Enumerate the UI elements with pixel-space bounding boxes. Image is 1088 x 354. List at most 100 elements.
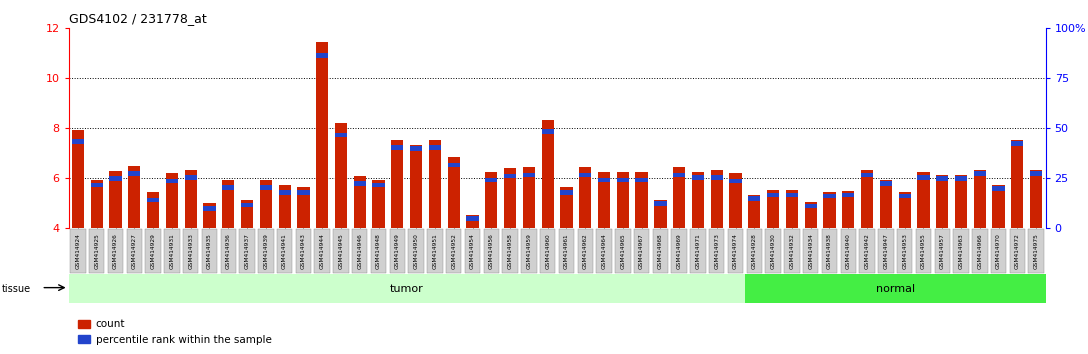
Bar — [936, 175, 949, 228]
Text: GSM414945: GSM414945 — [338, 233, 344, 269]
Text: GSM414958: GSM414958 — [508, 233, 512, 269]
FancyBboxPatch shape — [277, 229, 293, 273]
FancyBboxPatch shape — [353, 229, 368, 273]
Text: GSM414926: GSM414926 — [113, 234, 118, 269]
FancyBboxPatch shape — [221, 229, 236, 273]
Text: GSM414944: GSM414944 — [320, 233, 324, 269]
FancyBboxPatch shape — [239, 229, 255, 273]
Bar — [165, 179, 178, 183]
Bar — [899, 192, 911, 228]
Text: GSM414930: GSM414930 — [770, 233, 776, 269]
Bar — [317, 42, 329, 228]
Bar — [974, 170, 986, 228]
Bar — [824, 194, 836, 198]
Text: GSM414972: GSM414972 — [1015, 233, 1019, 269]
Bar — [729, 179, 742, 183]
Bar — [579, 173, 592, 177]
Text: GSM414970: GSM414970 — [997, 233, 1001, 269]
Text: GSM414975: GSM414975 — [1034, 233, 1039, 269]
Bar — [522, 167, 535, 228]
FancyBboxPatch shape — [146, 229, 161, 273]
Text: GSM414965: GSM414965 — [620, 234, 626, 269]
Bar — [654, 201, 667, 206]
Text: GSM414943: GSM414943 — [301, 233, 306, 269]
FancyBboxPatch shape — [935, 229, 950, 273]
Bar — [240, 202, 254, 207]
Bar — [805, 204, 817, 208]
Bar — [842, 191, 854, 228]
Text: GSM414952: GSM414952 — [452, 233, 456, 269]
FancyBboxPatch shape — [821, 229, 837, 273]
Bar — [240, 200, 254, 228]
FancyBboxPatch shape — [860, 229, 875, 273]
Text: GSM414961: GSM414961 — [564, 234, 569, 269]
Text: GSM414960: GSM414960 — [545, 234, 551, 269]
Bar — [992, 184, 1004, 228]
Text: GSM414956: GSM414956 — [489, 234, 494, 269]
Bar — [710, 170, 722, 228]
Bar — [617, 178, 629, 182]
Text: GSM414947: GSM414947 — [883, 233, 889, 269]
FancyBboxPatch shape — [766, 229, 781, 273]
Bar — [72, 139, 84, 144]
FancyBboxPatch shape — [333, 229, 348, 273]
FancyBboxPatch shape — [559, 229, 574, 273]
Text: GSM414962: GSM414962 — [583, 234, 588, 269]
Bar — [504, 169, 516, 228]
FancyBboxPatch shape — [972, 229, 988, 273]
Bar — [598, 172, 610, 228]
Text: GSM414950: GSM414950 — [413, 233, 419, 269]
Bar — [72, 130, 84, 228]
Bar — [392, 145, 404, 150]
Bar — [447, 157, 460, 228]
Bar — [673, 167, 685, 228]
FancyBboxPatch shape — [371, 229, 386, 273]
Bar — [372, 183, 385, 187]
Bar — [410, 146, 422, 151]
Bar — [110, 176, 122, 181]
Bar — [767, 193, 779, 197]
Bar — [880, 179, 892, 228]
FancyBboxPatch shape — [521, 229, 536, 273]
Text: GSM414967: GSM414967 — [639, 234, 644, 269]
Text: GSM414971: GSM414971 — [695, 234, 701, 269]
Text: GSM414942: GSM414942 — [865, 233, 869, 269]
Text: GSM414946: GSM414946 — [357, 234, 362, 269]
FancyBboxPatch shape — [916, 229, 931, 273]
FancyBboxPatch shape — [258, 229, 273, 273]
Text: GSM414955: GSM414955 — [920, 233, 926, 269]
Bar — [824, 192, 836, 228]
FancyBboxPatch shape — [671, 229, 687, 273]
Bar — [90, 183, 103, 187]
Bar — [279, 190, 290, 195]
Bar — [410, 144, 422, 228]
FancyBboxPatch shape — [89, 229, 104, 273]
Text: GSM414948: GSM414948 — [376, 233, 381, 269]
Bar — [128, 166, 140, 228]
Text: GSM414953: GSM414953 — [902, 233, 907, 269]
FancyBboxPatch shape — [201, 229, 218, 273]
Text: GSM414925: GSM414925 — [95, 233, 99, 269]
Text: GSM414966: GSM414966 — [977, 234, 982, 269]
FancyBboxPatch shape — [408, 229, 424, 273]
Bar — [729, 173, 742, 228]
Bar — [467, 215, 479, 228]
Bar — [955, 176, 967, 181]
Bar — [335, 133, 347, 137]
FancyBboxPatch shape — [841, 229, 856, 273]
Text: GSM414935: GSM414935 — [207, 233, 212, 269]
FancyBboxPatch shape — [314, 229, 330, 273]
FancyBboxPatch shape — [428, 229, 443, 273]
Bar — [673, 173, 685, 177]
FancyBboxPatch shape — [690, 229, 706, 273]
Bar — [317, 53, 329, 58]
Bar — [69, 274, 745, 303]
Bar — [1030, 171, 1042, 176]
Text: GSM414963: GSM414963 — [959, 234, 964, 269]
FancyBboxPatch shape — [578, 229, 593, 273]
FancyBboxPatch shape — [1028, 229, 1043, 273]
FancyBboxPatch shape — [71, 229, 86, 273]
Bar — [260, 179, 272, 228]
Bar — [692, 172, 704, 228]
Text: normal: normal — [876, 284, 915, 293]
